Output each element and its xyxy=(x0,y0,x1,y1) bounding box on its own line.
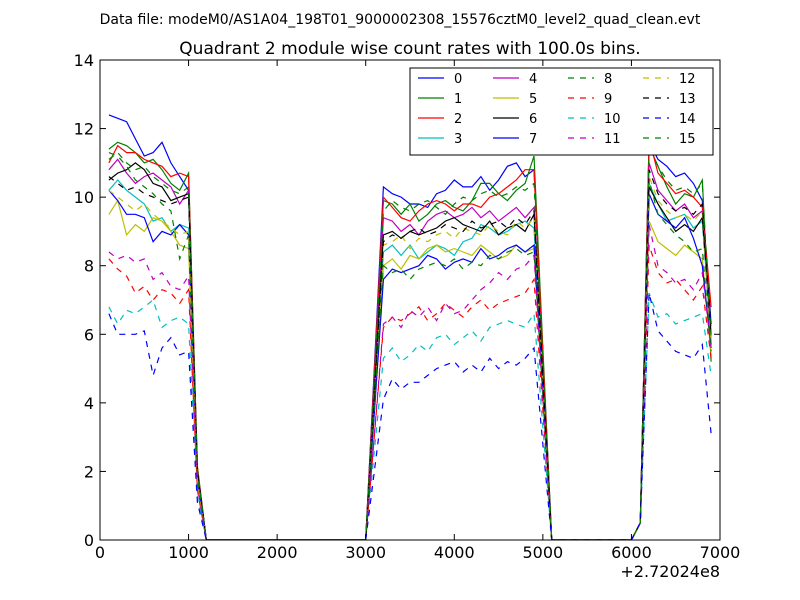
legend-label-7: 7 xyxy=(529,132,537,147)
series-layer xyxy=(108,114,712,540)
y-tick-label: 4 xyxy=(84,394,94,413)
legend-label-2: 2 xyxy=(454,112,462,127)
x-offset-label: +2.72024e8 xyxy=(620,562,720,581)
series-line-9 xyxy=(108,244,712,540)
series-line-8 xyxy=(108,152,712,540)
legend-label-1: 1 xyxy=(454,92,462,107)
legend-label-14: 14 xyxy=(679,112,696,127)
legend-label-12: 12 xyxy=(679,72,696,87)
legend-label-8: 8 xyxy=(604,72,612,87)
y-tick-label: 12 xyxy=(74,120,94,139)
x-tick-label: 3000 xyxy=(345,543,386,562)
y-tick-label: 2 xyxy=(84,462,94,481)
y-tick-label: 14 xyxy=(74,51,94,70)
y-tick-label: 8 xyxy=(84,257,94,276)
series-line-7 xyxy=(108,189,712,540)
legend-label-5: 5 xyxy=(529,92,537,107)
legend-label-9: 9 xyxy=(604,92,612,107)
legend-label-10: 10 xyxy=(604,112,621,127)
series-line-10 xyxy=(108,292,712,540)
legend-label-4: 4 xyxy=(529,72,537,87)
chart-suptitle: Data file: modeM0/AS1A04_198T01_90000023… xyxy=(100,12,701,28)
x-tick-label: 6000 xyxy=(611,543,652,562)
series-line-0 xyxy=(108,114,712,540)
legend-label-6: 6 xyxy=(529,112,537,127)
x-tick-label: 4000 xyxy=(434,543,475,562)
legend-label-11: 11 xyxy=(604,132,621,147)
y-tick-label: 10 xyxy=(74,188,94,207)
series-line-4 xyxy=(108,158,712,540)
x-tick-label: 1000 xyxy=(168,543,209,562)
x-tick-label: 5000 xyxy=(522,543,563,562)
legend-label-0: 0 xyxy=(454,72,462,87)
x-tick-label: 7000 xyxy=(700,543,741,562)
legend-box xyxy=(409,67,714,156)
y-tick-label: 6 xyxy=(84,325,94,344)
series-line-5 xyxy=(108,199,712,540)
series-line-14 xyxy=(108,292,712,540)
series-line-12 xyxy=(108,176,712,540)
x-tick-label: 0 xyxy=(95,543,105,562)
chart-title: Quadrant 2 module wise count rates with … xyxy=(179,39,640,59)
y-tick-label: 0 xyxy=(84,531,94,550)
x-tick-label: 2000 xyxy=(257,543,298,562)
series-line-6 xyxy=(108,162,712,540)
series-line-11 xyxy=(108,224,712,540)
legend-label-15: 15 xyxy=(679,132,696,147)
plot-frame xyxy=(99,59,721,541)
legend-label-13: 13 xyxy=(679,92,696,107)
legend-label-3: 3 xyxy=(454,132,462,147)
